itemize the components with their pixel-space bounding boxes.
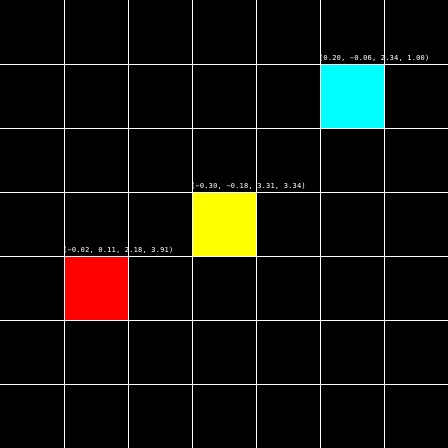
grid-line-vertical: [320, 0, 321, 448]
grid-line-horizontal: [0, 64, 448, 65]
grid-line-horizontal: [0, 256, 448, 257]
cyan-coord-label: (0.20, −0.06, 2.34, 1.00): [319, 54, 430, 62]
yellow-block[interactable]: [192, 192, 256, 256]
grid-line-vertical: [256, 0, 257, 448]
grid-line-horizontal: [0, 384, 448, 385]
grid-line-vertical: [192, 0, 193, 448]
grid-line-vertical: [64, 0, 65, 448]
grid-line-horizontal: [0, 320, 448, 321]
grid-line-horizontal: [0, 192, 448, 193]
red-block[interactable]: [64, 256, 128, 320]
cyan-block[interactable]: [320, 64, 384, 128]
grid-line-vertical: [384, 0, 385, 448]
yellow-coord-label: (−0.30, −0.18, 3.31, 3.34): [191, 182, 306, 190]
grid-line-vertical: [128, 0, 129, 448]
red-coord-label: (−0.02, 0.11, 2.18, 3.91): [63, 246, 174, 254]
grid-line-horizontal: [0, 128, 448, 129]
